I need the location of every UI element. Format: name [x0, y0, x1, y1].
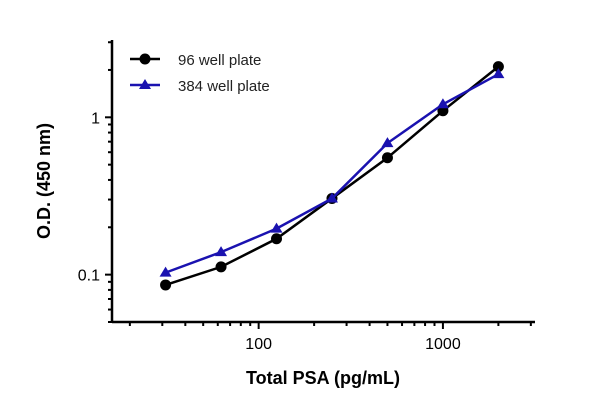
data-point-triangle — [436, 98, 449, 109]
data-point-triangle — [215, 246, 228, 257]
axes: 100 1000 0.1 1 — [78, 40, 535, 353]
data-point-circle — [492, 61, 504, 73]
series-line-0 — [165, 65, 500, 287]
data-point-circle — [271, 233, 283, 245]
legend-marker-circle — [139, 53, 151, 65]
legend-marker-triangle — [139, 79, 151, 89]
y-tick-label: 1 — [91, 110, 100, 127]
data-point-circle — [215, 261, 227, 273]
series-line-1 — [165, 73, 499, 274]
series-group — [159, 61, 505, 291]
y-axis-title: O.D. (450 nm) — [34, 123, 54, 239]
data-point-triangle — [381, 137, 394, 148]
x-tick-label: 100 — [245, 336, 272, 353]
y-tick-label: 0.1 — [78, 268, 100, 285]
data-point-triangle — [270, 222, 283, 233]
x-tick-label: 1000 — [425, 336, 461, 353]
data-point-triangle — [492, 68, 505, 79]
legend-label-384: 384 well plate — [178, 78, 270, 95]
data-point-circle — [160, 279, 172, 291]
x-axis-title: Total PSA (pg/mL) — [246, 368, 400, 388]
data-point-circle — [381, 152, 393, 164]
data-point-triangle — [325, 192, 338, 203]
data-point-triangle — [159, 266, 172, 277]
legend: 96 well plate 384 well plate — [130, 52, 270, 95]
legend-label-96: 96 well plate — [178, 52, 261, 69]
